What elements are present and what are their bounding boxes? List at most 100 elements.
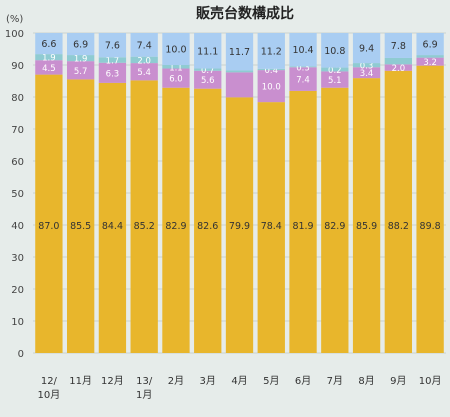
data-label: 1.9 [74,55,88,65]
bar-segment [194,68,222,71]
data-label: 7.4 [137,40,152,51]
chart-title: 販売台数構成比 [196,5,294,22]
bar-segment [130,56,158,64]
y-tick-label: 20 [11,285,24,296]
bar-segment [321,33,349,68]
data-label: 0.7 [201,66,215,76]
bar-segment [225,70,254,73]
bar-segment [352,78,381,354]
y-tick-label: 90 [11,61,24,72]
bar-segment [384,70,413,353]
bar-segment [98,57,127,63]
bar-segment [416,55,444,58]
bar-segment [257,68,285,71]
data-label: 5.7 [74,67,88,77]
bar-segment [416,65,444,353]
data-label: 1.1 [169,63,183,73]
data-label: 79.9 [229,221,250,232]
data-label: 6.9 [423,40,438,51]
data-label: 10.4 [292,45,313,56]
data-label: 85.5 [70,221,91,232]
bars: 87.04.51.96.685.55.71.96.984.46.31.77.68… [35,33,444,354]
data-label: 0.3 [296,63,310,73]
x-tick-label: 2月 [168,375,184,387]
data-label: 5.6 [201,76,215,86]
bar-segment [321,71,349,88]
bar-segment [162,68,190,88]
y-tick-label: 80 [11,93,24,104]
y-axis-ticks: 0 10 20 30 40 50 60 70 80 90 100 [5,29,24,360]
bar-segment [321,87,349,353]
bar-segment [98,33,127,58]
y-tick-label: 100 [5,29,24,40]
bar-segment [35,33,63,55]
bar-segment [66,79,95,354]
data-label: 1.9 [42,54,56,64]
bar-segment [194,70,222,89]
data-label: 5.4 [137,68,151,78]
data-label: 11.1 [197,46,218,57]
y-tick-label: 30 [11,253,24,264]
bar-segment [66,33,95,56]
bar-segment [289,90,317,354]
x-tick-label: 10月 [38,389,61,401]
x-tick-label: 6月 [295,375,311,387]
data-label: 7.8 [391,41,406,52]
bar-segment [225,33,254,71]
bar-segment [321,67,349,72]
data-label: 88.2 [388,221,409,232]
data-label: 6.9 [73,40,88,51]
bar-segment [257,70,285,103]
bar-segment [352,33,381,64]
bar-segment [289,67,317,91]
data-label: 11.7 [229,47,250,58]
bar-segment [289,66,317,68]
data-label: 87.0 [38,221,59,232]
data-label: 1.7 [106,57,120,67]
data-label: 5.1 [328,76,342,86]
data-label: 10.0 [165,45,186,56]
data-label: 11.2 [261,46,282,57]
bar-segment [35,74,63,353]
x-tick-label: 10月 [419,375,442,387]
data-label: 85.2 [134,221,155,232]
bar-segment [130,80,158,354]
data-label: 84.4 [102,221,123,232]
y-tick-label: 10 [11,317,24,328]
bar-segment [130,63,158,81]
x-tick-label: 11月 [69,375,92,387]
data-label: 3.2 [423,58,437,68]
data-label: 82.9 [324,221,345,232]
x-tick-label: 1月 [136,389,152,401]
data-label: 0.3 [360,62,374,72]
x-tick-label: 13/ [136,376,153,387]
bar-segment [225,72,254,98]
bar-segment [257,33,285,69]
bar-segment [98,82,127,354]
bar-segment [352,63,381,68]
bar-segment [257,102,285,354]
y-tick-label: 50 [11,189,24,200]
bar-segment [194,33,222,69]
bar-segment [194,88,222,354]
x-tick-label: 9月 [390,375,406,387]
bar-segment [162,87,190,353]
bar-segment [289,33,317,67]
data-label: 82.6 [197,221,218,232]
x-tick-label: 3月 [200,375,216,387]
x-axis-ticks: 12/10月 11月 12月 13/1月 2月 3月 4月 5月 6月 7月 8月 9月 10月 [38,375,442,401]
bar-segment [352,67,381,79]
bar-segment [384,57,413,65]
data-label: 7.6 [105,41,120,52]
data-label: 78.4 [261,221,282,232]
bar-segment [98,62,127,83]
bar-segment [66,55,95,62]
data-label: 3.4 [360,69,374,79]
y-tick-label: 40 [11,221,24,232]
data-label: 2.0 [137,56,151,66]
x-tick-label: 12月 [101,375,124,387]
bar-segment [162,33,190,65]
bar-segment [162,65,190,69]
y-tick-label: 70 [11,125,24,136]
